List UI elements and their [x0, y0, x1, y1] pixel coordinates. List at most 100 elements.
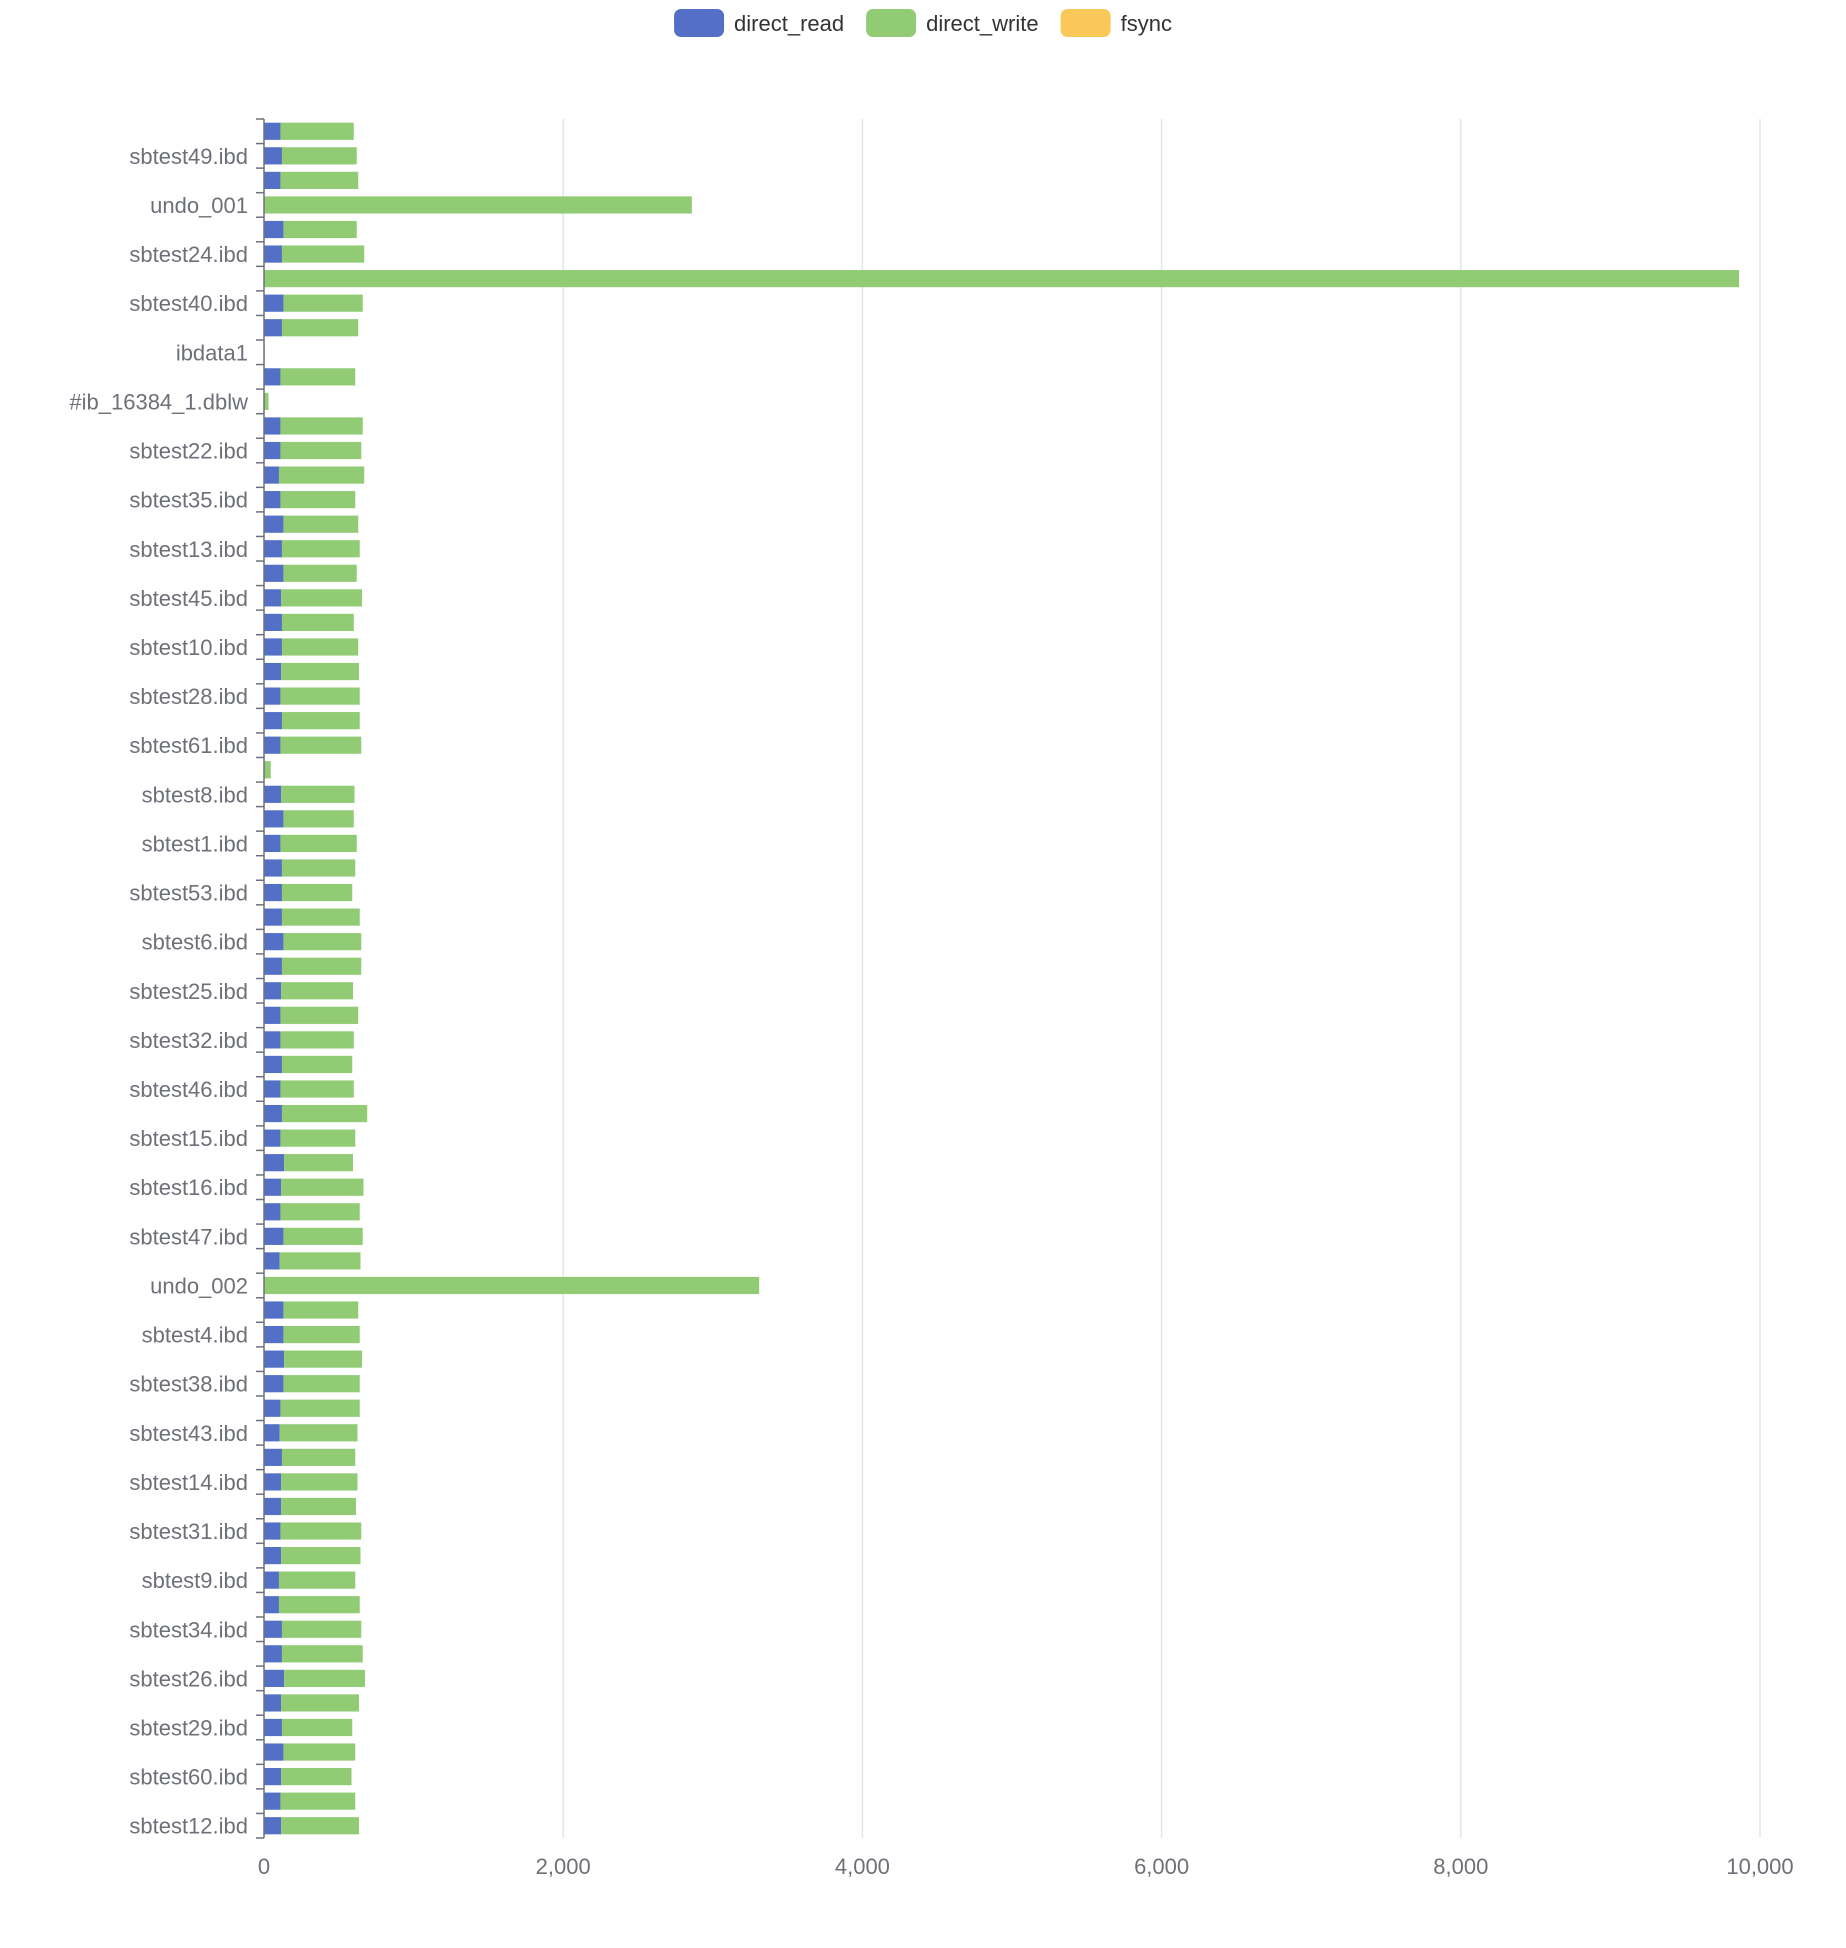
- bar-direct-read[interactable]: [264, 1817, 282, 1835]
- bar-direct-read[interactable]: [264, 491, 281, 509]
- bar-direct-write[interactable]: [281, 319, 359, 337]
- bar-direct-read[interactable]: [264, 1448, 282, 1466]
- bar-direct-read[interactable]: [264, 712, 282, 730]
- bar-direct-read[interactable]: [264, 785, 282, 803]
- bar-direct-write[interactable]: [283, 294, 363, 312]
- bar-direct-write[interactable]: [281, 147, 357, 165]
- bar-direct-write[interactable]: [279, 1252, 361, 1270]
- bar-direct-write[interactable]: [283, 1301, 359, 1319]
- bar-direct-read[interactable]: [264, 1424, 280, 1442]
- bar-direct-write[interactable]: [281, 908, 360, 926]
- bar-direct-read[interactable]: [264, 1055, 282, 1074]
- bar-direct-write[interactable]: [281, 1178, 364, 1196]
- bar-direct-read[interactable]: [264, 1596, 279, 1614]
- bar-direct-write[interactable]: [264, 1276, 760, 1295]
- bar-direct-read[interactable]: [264, 1104, 282, 1123]
- legend-item-fsync[interactable]: fsync: [1060, 9, 1172, 37]
- bar-direct-write[interactable]: [281, 1546, 361, 1565]
- bar-direct-read[interactable]: [264, 1301, 284, 1319]
- legend[interactable]: direct_read direct_write fsync: [674, 9, 1172, 37]
- bar-direct-write[interactable]: [281, 1768, 352, 1786]
- bar-direct-write[interactable]: [284, 1669, 365, 1687]
- bar-direct-read[interactable]: [264, 1031, 281, 1049]
- bar-direct-read[interactable]: [264, 1645, 282, 1663]
- bar-direct-write[interactable]: [280, 122, 354, 140]
- bar-direct-read[interactable]: [264, 1203, 281, 1221]
- bar-direct-write[interactable]: [284, 1154, 354, 1172]
- bar-direct-read[interactable]: [264, 1325, 284, 1344]
- bar-direct-write[interactable]: [264, 196, 692, 214]
- bar-direct-write[interactable]: [281, 1694, 359, 1712]
- bar-direct-write[interactable]: [280, 1031, 354, 1049]
- bar-direct-read[interactable]: [264, 1375, 284, 1393]
- bar-direct-write[interactable]: [283, 1325, 360, 1344]
- bar-direct-write[interactable]: [280, 1792, 356, 1810]
- bar-direct-read[interactable]: [264, 220, 284, 239]
- bar-direct-write[interactable]: [264, 761, 271, 779]
- bar-direct-read[interactable]: [264, 1718, 282, 1737]
- bar-direct-write[interactable]: [280, 491, 356, 509]
- bar-direct-read[interactable]: [264, 1350, 285, 1368]
- bar-direct-read[interactable]: [264, 1252, 280, 1270]
- bar-direct-read[interactable]: [264, 1694, 282, 1712]
- bar-direct-write[interactable]: [283, 933, 362, 951]
- bar-direct-write[interactable]: [281, 245, 365, 263]
- bar-direct-write[interactable]: [280, 736, 362, 754]
- bar-direct-read[interactable]: [264, 589, 282, 607]
- bar-direct-read[interactable]: [264, 687, 281, 705]
- bar-direct-write[interactable]: [281, 662, 359, 681]
- bar-direct-read[interactable]: [264, 515, 284, 533]
- bar-direct-write[interactable]: [280, 368, 356, 386]
- bar-direct-write[interactable]: [278, 466, 365, 484]
- bar-direct-write[interactable]: [280, 687, 360, 705]
- legend-item-direct-read[interactable]: direct_read: [674, 9, 844, 37]
- bar-direct-write[interactable]: [280, 1203, 360, 1221]
- bar-direct-read[interactable]: [264, 662, 282, 681]
- bar-direct-read[interactable]: [264, 1669, 285, 1687]
- bar-direct-write[interactable]: [280, 171, 359, 189]
- bar-direct-read[interactable]: [264, 859, 282, 877]
- bar-direct-write[interactable]: [279, 1424, 358, 1442]
- bar-direct-write[interactable]: [264, 392, 269, 411]
- bar-direct-write[interactable]: [280, 834, 357, 853]
- bar-direct-write[interactable]: [278, 1571, 356, 1589]
- bar-direct-write[interactable]: [283, 515, 359, 533]
- bar-direct-write[interactable]: [281, 785, 355, 803]
- bar-direct-write[interactable]: [283, 1743, 356, 1761]
- bar-direct-read[interactable]: [264, 564, 284, 582]
- bar-direct-read[interactable]: [264, 613, 282, 632]
- bar-direct-read[interactable]: [264, 319, 282, 337]
- bar-direct-write[interactable]: [283, 564, 357, 582]
- bar-direct-read[interactable]: [264, 171, 281, 189]
- bar-direct-read[interactable]: [264, 1006, 281, 1024]
- bar-direct-write[interactable]: [283, 1227, 363, 1245]
- bar-direct-write[interactable]: [281, 1055, 353, 1074]
- bar-direct-write[interactable]: [281, 883, 353, 902]
- bar-direct-read[interactable]: [264, 1399, 281, 1417]
- bar-direct-read[interactable]: [264, 540, 282, 558]
- bar-direct-write[interactable]: [283, 810, 354, 828]
- bar-direct-read[interactable]: [264, 1473, 282, 1491]
- bar-direct-read[interactable]: [264, 1497, 282, 1516]
- bar-direct-write[interactable]: [281, 957, 362, 975]
- bar-direct-read[interactable]: [264, 957, 282, 975]
- bar-direct-write[interactable]: [281, 712, 360, 730]
- bar-direct-write[interactable]: [281, 638, 359, 656]
- bar-direct-write[interactable]: [281, 589, 362, 607]
- bar-direct-read[interactable]: [264, 982, 282, 1000]
- bar-direct-write[interactable]: [281, 1718, 353, 1737]
- bar-direct-read[interactable]: [264, 441, 281, 460]
- bar-direct-write[interactable]: [280, 1399, 360, 1417]
- bar-direct-read[interactable]: [264, 147, 282, 165]
- bar-direct-write[interactable]: [281, 859, 356, 877]
- bar-direct-write[interactable]: [280, 1080, 354, 1098]
- bar-direct-read[interactable]: [264, 245, 282, 263]
- bar-direct-write[interactable]: [281, 982, 354, 1000]
- bar-direct-write[interactable]: [264, 270, 1740, 288]
- bar-direct-write[interactable]: [281, 1620, 362, 1638]
- bar-direct-read[interactable]: [264, 834, 281, 853]
- bar-direct-write[interactable]: [280, 417, 363, 435]
- bar-direct-read[interactable]: [264, 1080, 281, 1098]
- bar-direct-write[interactable]: [283, 220, 357, 239]
- bar-direct-write[interactable]: [280, 1522, 362, 1540]
